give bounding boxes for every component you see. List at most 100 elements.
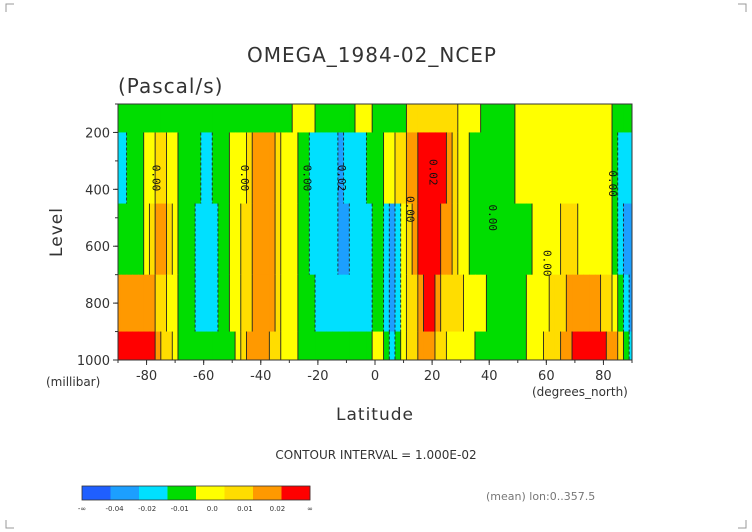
omega-cell xyxy=(223,104,230,134)
omega-cell xyxy=(320,203,328,276)
omega-cell xyxy=(572,203,579,276)
omega-cell xyxy=(526,274,533,333)
omega-cell xyxy=(269,274,276,333)
omega-cell xyxy=(600,331,607,360)
omega-cell xyxy=(434,203,442,276)
omega-cell xyxy=(463,132,470,205)
omega-cell xyxy=(612,132,619,205)
omega-cell xyxy=(235,104,242,134)
omega-cell xyxy=(297,132,305,205)
omega-cell xyxy=(303,203,310,276)
omega-cell xyxy=(617,132,625,205)
omega-cell xyxy=(486,274,493,333)
omega-cell xyxy=(463,274,470,333)
omega-cell xyxy=(149,104,156,134)
x-axis-label: Latitude xyxy=(336,405,414,425)
omega-cell xyxy=(543,104,550,134)
omega-cell xyxy=(263,104,270,134)
omega-cell xyxy=(195,203,202,276)
omega-cell xyxy=(212,104,219,134)
omega-cell xyxy=(452,274,459,333)
omega-cell xyxy=(434,132,442,205)
legend-label: 0.01 xyxy=(237,505,253,513)
omega-cell xyxy=(212,132,219,205)
omega-cell xyxy=(389,203,396,276)
omega-cell xyxy=(577,104,585,134)
omega-cell xyxy=(315,203,322,276)
omega-cell xyxy=(520,203,527,276)
omega-cell xyxy=(118,331,122,360)
contour-label: 0.00 xyxy=(541,250,554,277)
omega-cell xyxy=(486,331,493,360)
omega-cell xyxy=(240,331,248,360)
legend-label: -0.01 xyxy=(171,505,189,513)
omega-cell xyxy=(400,104,408,134)
omega-cell xyxy=(149,132,156,205)
omega-cell xyxy=(229,274,236,333)
omega-cell xyxy=(389,331,396,360)
omega-cell xyxy=(560,132,567,205)
omega-cell xyxy=(206,132,213,205)
omega-cell xyxy=(572,331,579,360)
omega-cell xyxy=(303,274,310,333)
omega-cell xyxy=(118,132,122,205)
omega-cell xyxy=(594,274,602,333)
omega-cell xyxy=(600,203,607,276)
omega-cell xyxy=(406,132,413,205)
omega-cell xyxy=(309,132,316,205)
omega-cell xyxy=(400,203,408,276)
legend-swatch xyxy=(110,486,140,500)
omega-cell xyxy=(172,104,179,134)
omega-cell xyxy=(469,274,476,333)
omega-cell xyxy=(309,274,316,333)
omega-cell xyxy=(275,274,282,333)
y-tick-label: 600 xyxy=(85,240,110,255)
omega-cell xyxy=(514,274,522,333)
omega-cell xyxy=(326,132,333,205)
omega-cell xyxy=(412,132,419,205)
omega-cell xyxy=(235,274,242,333)
omega-cell xyxy=(394,331,402,360)
omega-cell xyxy=(526,331,533,360)
omega-cell xyxy=(406,104,413,134)
omega-cell xyxy=(177,203,185,276)
omega-cell xyxy=(566,203,573,276)
legend-label: -∞ xyxy=(78,505,86,513)
omega-cell xyxy=(337,203,345,276)
omega-cell xyxy=(457,132,465,205)
omega-cell xyxy=(269,132,276,205)
x-tick-label: 20 xyxy=(424,369,441,384)
omega-cell xyxy=(543,274,550,333)
omega-cell xyxy=(372,331,379,360)
omega-cell xyxy=(280,104,288,134)
omega-cell xyxy=(474,104,482,134)
omega-cell xyxy=(200,274,208,333)
omega-cell xyxy=(497,132,505,205)
omega-cell xyxy=(143,203,151,276)
omega-cell xyxy=(509,203,516,276)
omega-cell xyxy=(406,203,413,276)
omega-cell xyxy=(463,104,470,134)
omega-cell xyxy=(537,331,545,360)
chart-title: OMEGA_1984-02_NCEP xyxy=(247,43,497,67)
omega-cell xyxy=(355,104,362,134)
omega-cell xyxy=(206,104,213,134)
omega-cell xyxy=(292,203,299,276)
omega-cell xyxy=(126,132,133,205)
omega-cell xyxy=(383,203,390,276)
omega-cell xyxy=(189,203,196,276)
omega-cell xyxy=(617,331,625,360)
omega-cell xyxy=(269,104,276,134)
omega-cell xyxy=(486,203,493,276)
legend-label: -0.02 xyxy=(138,505,156,513)
omega-cell xyxy=(326,203,333,276)
x-tick-label: -60 xyxy=(193,369,214,384)
page-corner-marks xyxy=(5,3,747,529)
omega-cell xyxy=(520,132,527,205)
omega-cell xyxy=(223,203,230,276)
omega-cell xyxy=(434,104,442,134)
omega-cell xyxy=(309,331,316,360)
omega-cell xyxy=(469,203,476,276)
omega-cell xyxy=(497,331,505,360)
omega-cell xyxy=(463,331,470,360)
